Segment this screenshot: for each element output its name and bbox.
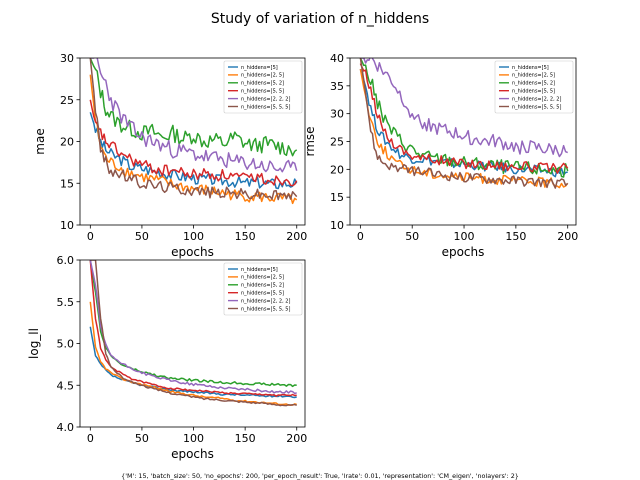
series-line [359,63,569,174]
legend-label: n_hiddens=[5] [241,65,278,71]
y-tick-label: 25 [330,136,344,149]
y-tick-label: 25 [60,94,74,107]
series-line [359,58,569,178]
series-line [89,260,297,388]
y-axis-label: log_ll [27,328,41,359]
y-tick-label: 30 [330,108,344,121]
legend-label: n_hiddens=[2, 5] [241,275,284,281]
legend-label: n_hiddens=[2, 2, 2] [241,298,290,304]
x-axis-label: epochs [171,447,214,461]
x-tick-label: 200 [557,230,578,243]
legend-label: n_hiddens=[5, 5, 5] [241,306,290,312]
legend-label: n_hiddens=[5, 5, 5] [512,104,561,110]
series-line [89,260,297,397]
subplot-log-ll: 0 50 100 150 200 4.0 4.5 5.0 5.5 6.0 epochs log_ll n… [27,254,307,461]
legend-label: n_hiddens=[5, 5] [241,89,284,95]
y-tick-label: 30 [60,52,74,65]
legend-label: n_hiddens=[5] [241,267,278,273]
series-line [90,260,297,407]
legend-label: n_hiddens=[2, 5] [512,73,555,79]
x-axis-label: epochs [442,245,485,259]
y-tick-label: 6.0 [57,254,75,267]
y-tick-label: 10 [330,219,344,232]
legend-box [494,60,574,114]
legend-label: n_hiddens=[5, 2] [512,81,555,87]
y-tick-label: 4.5 [57,379,75,392]
x-tick-label: 0 [357,230,364,243]
series-line [89,112,298,190]
x-tick-label: 150 [505,230,526,243]
legend-box [223,262,303,316]
x-tick-label: 150 [235,230,256,243]
y-axis-label: mae [33,128,47,154]
legend: n_hiddens=[5] n_hiddens=[2, 5] n_hiddens=[… [223,60,303,114]
legend-label: n_hiddens=[2, 2, 2] [512,96,561,102]
series-line [89,260,297,395]
x-tick-label: 0 [87,432,94,445]
legend-label: n_hiddens=[5, 5] [512,89,555,95]
y-tick-label: 20 [60,136,74,149]
figure-footer: {'M': 15, 'batch_size': 50, 'no_epochs':… [121,472,519,480]
series-line [360,58,568,158]
series-line [359,68,569,189]
x-tick-label: 50 [405,230,419,243]
series-line [90,58,298,173]
legend-label: n_hiddens=[5, 2] [241,81,284,87]
series-line [89,99,298,187]
y-tick-label: 15 [60,177,74,190]
series-line [359,58,569,189]
x-tick-label: 50 [135,230,149,243]
legend-label: n_hiddens=[5, 5, 5] [241,104,290,110]
x-tick-label: 200 [286,230,307,243]
legend: n_hiddens=[5] n_hiddens=[2, 5] n_hiddens=[… [494,60,574,114]
y-axis-label: rmse [303,126,317,156]
legend: n_hiddens=[5] n_hiddens=[2, 5] n_hiddens=[… [223,262,303,316]
y-tick-label: 4.0 [57,421,75,434]
y-tick-label: 40 [330,52,344,65]
series-line [89,74,298,205]
y-tick-label: 5.5 [57,296,75,309]
subplot-mae: 0 50 100 150 200 10 15 20 25 30 epochs mae n_hiddens… [33,52,307,259]
y-tick-label: 35 [330,80,344,93]
legend-label: n_hiddens=[5, 5] [241,291,284,297]
x-tick-label: 50 [135,432,149,445]
x-tick-label: 100 [183,432,204,445]
legend-label: n_hiddens=[2, 5] [241,73,284,79]
x-tick-label: 150 [235,432,256,445]
series-line [89,58,298,157]
x-tick-label: 200 [286,432,307,445]
legend-label: n_hiddens=[5, 2] [241,283,284,289]
legend-label: n_hiddens=[5] [512,65,549,71]
y-tick-label: 5.0 [57,338,75,351]
legend-label: n_hiddens=[2, 2, 2] [241,96,290,102]
x-axis-label: epochs [171,245,214,259]
x-tick-label: 100 [454,230,475,243]
series-line [89,58,298,201]
legend-box [223,60,303,114]
y-tick-label: 20 [330,163,344,176]
y-tick-label: 10 [60,219,74,232]
x-tick-label: 100 [183,230,204,243]
subplot-rmse: 0 50 100 150 200 10 15 20 25 30 35 40 epochs rmse n_hi… [303,52,578,259]
y-tick-label: 15 [330,191,344,204]
x-tick-label: 0 [87,230,94,243]
figure-title: Study of variation of n_hiddens [211,11,429,27]
